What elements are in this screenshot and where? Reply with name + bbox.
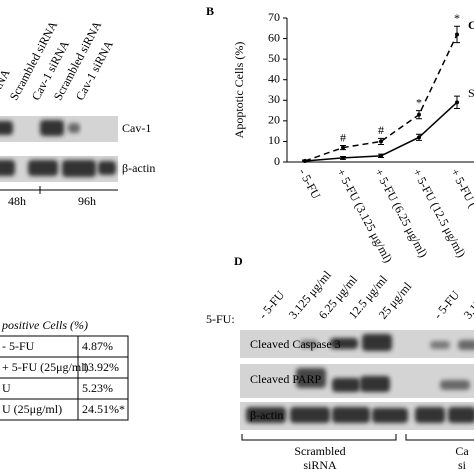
table-row xyxy=(0,398,129,421)
point xyxy=(303,158,307,163)
table-cell: 4.87% xyxy=(82,339,113,353)
band xyxy=(430,341,450,349)
treatment-label: 5-FU: xyxy=(206,312,235,326)
band xyxy=(296,368,326,388)
legend-entry: Scr xyxy=(468,86,474,100)
group-label: Scrambled xyxy=(294,444,345,458)
x-tick-label: + 5-FU ( xyxy=(448,166,474,210)
table-cell: 5.23% xyxy=(82,381,113,395)
group-label: siRNA xyxy=(303,458,337,472)
annotation: * xyxy=(416,95,422,109)
table-cell: 13.92% xyxy=(82,360,119,374)
band xyxy=(330,338,358,349)
annotation: * xyxy=(454,11,460,25)
y-tick-label: 50 xyxy=(268,51,280,65)
band xyxy=(68,123,80,133)
y-tick-label: 70 xyxy=(268,10,280,24)
y-tick-label: 0 xyxy=(274,154,280,168)
table-cell: U (25μg/ml) xyxy=(2,402,62,416)
point xyxy=(341,145,345,150)
band xyxy=(98,161,116,175)
lane-label: 3.125 μg/ml xyxy=(461,267,474,321)
bracket xyxy=(241,434,474,441)
band xyxy=(28,160,58,176)
band-label: β-actin xyxy=(250,408,283,422)
x-tick-label: - 5-FU xyxy=(296,166,324,201)
y-tick-label: 10 xyxy=(268,133,280,147)
band-label: β-actin xyxy=(122,161,155,175)
series-line xyxy=(304,34,458,162)
band xyxy=(448,407,474,423)
band xyxy=(372,408,408,423)
panel-label: D xyxy=(234,254,243,268)
band-label: Cleaved PARP xyxy=(250,372,322,386)
group-label: Ca xyxy=(455,444,469,458)
group-label: si xyxy=(458,458,467,472)
band xyxy=(362,334,392,351)
table-cell: U xyxy=(2,381,11,395)
band xyxy=(0,121,13,135)
band xyxy=(300,340,318,348)
point xyxy=(379,153,383,158)
band xyxy=(332,378,360,392)
point xyxy=(379,139,383,144)
band xyxy=(246,407,286,423)
table-cell: - 5-FU xyxy=(2,339,35,353)
y-tick-label: 20 xyxy=(268,113,280,127)
band xyxy=(458,340,474,350)
point xyxy=(341,155,345,160)
band xyxy=(440,380,470,390)
band-label: Cleaved Caspase 3 xyxy=(250,337,341,351)
annotation: # xyxy=(340,130,346,144)
y-tick-label: 60 xyxy=(268,30,280,44)
band xyxy=(40,120,64,136)
table-cell: 24.51%* xyxy=(82,402,125,416)
panel-label: B xyxy=(206,4,214,18)
y-tick-label: 30 xyxy=(268,92,280,106)
band xyxy=(360,376,390,392)
point xyxy=(455,100,459,105)
band xyxy=(62,160,96,177)
band xyxy=(332,407,370,423)
band-label: Cav-1 xyxy=(122,121,151,135)
legend-entry: Ca xyxy=(468,18,474,32)
point xyxy=(417,135,421,140)
band xyxy=(0,160,15,176)
band xyxy=(290,407,330,423)
annotation: # xyxy=(378,123,384,137)
lane-label: - 5-FU xyxy=(431,288,463,322)
time-label: 48h xyxy=(8,194,26,208)
table-header: positive Cells (%) xyxy=(1,318,88,332)
table-cell: + 5-FU (25μg/ml) xyxy=(2,360,89,374)
time-label: 96h xyxy=(78,194,96,208)
lane-label: - 5-FU xyxy=(256,288,288,322)
band xyxy=(415,407,445,423)
y-axis-label: Apoptotic Cells (%) xyxy=(232,42,246,139)
point xyxy=(455,32,459,37)
y-tick-label: 40 xyxy=(268,71,280,85)
point xyxy=(417,112,421,117)
